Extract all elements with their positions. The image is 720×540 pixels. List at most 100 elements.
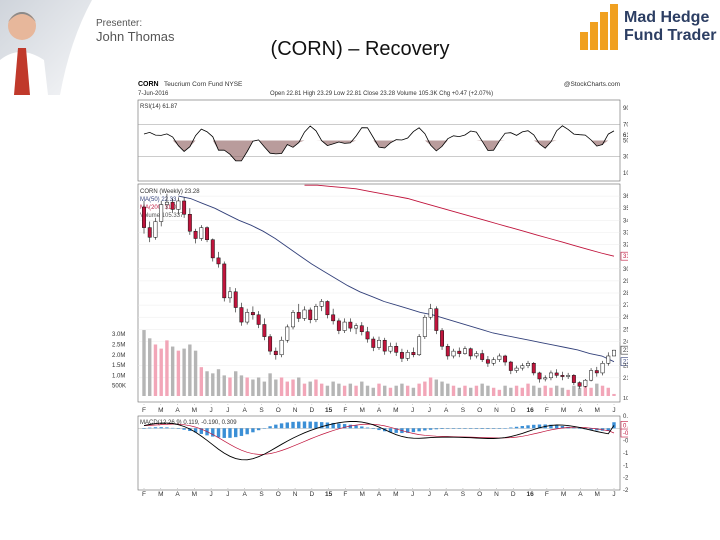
candle-body bbox=[354, 325, 359, 329]
volume-bar bbox=[577, 387, 582, 396]
presenter-name: John Thomas bbox=[96, 29, 175, 44]
macd-histogram-bar bbox=[170, 427, 175, 429]
x-axis-label: A bbox=[578, 491, 583, 498]
macd-tick-label: -0.190 bbox=[623, 431, 628, 437]
x-axis-label: M bbox=[192, 491, 197, 498]
macd-histogram-bar bbox=[549, 424, 553, 429]
candle-body bbox=[503, 355, 508, 363]
volume-tick-label: 3.0M bbox=[112, 332, 125, 338]
candle-body bbox=[560, 375, 565, 377]
candle-body bbox=[308, 309, 313, 320]
x-axis-label: F bbox=[343, 407, 347, 414]
volume-bar bbox=[446, 383, 450, 396]
candle-body bbox=[285, 326, 290, 341]
candle-body bbox=[233, 291, 238, 308]
volume-bar bbox=[480, 383, 484, 396]
macd-tick-label: 0.5 bbox=[623, 414, 628, 420]
volume-bar bbox=[297, 377, 301, 396]
x-axis-label: M bbox=[158, 407, 163, 414]
volume-tick-label: 2.0M bbox=[112, 353, 125, 359]
candle-body bbox=[159, 204, 164, 222]
candle-body bbox=[377, 339, 381, 348]
price-tick-label: 31.04 bbox=[623, 254, 628, 260]
macd-histogram-bar bbox=[440, 428, 444, 429]
volume-bar bbox=[560, 387, 565, 396]
ma50-line bbox=[178, 195, 615, 363]
macd-histogram-bar bbox=[234, 428, 238, 438]
brand-logo bbox=[578, 2, 718, 54]
rsi-tick-label: 90 bbox=[623, 106, 628, 112]
volume-bar bbox=[256, 377, 261, 396]
x-axis-label: A bbox=[175, 491, 180, 498]
macd-histogram-bar bbox=[211, 428, 215, 437]
volume-bar bbox=[170, 346, 175, 396]
candle-body bbox=[612, 349, 616, 357]
candle-body bbox=[193, 230, 198, 239]
volume-bar bbox=[182, 348, 186, 396]
macd-histogram-bar bbox=[199, 428, 204, 434]
x-axis-label: 15 bbox=[325, 407, 333, 414]
x-axis-label: 16 bbox=[526, 491, 534, 498]
volume-last-value: 105337 bbox=[623, 396, 628, 402]
macd-histogram-bar bbox=[537, 424, 542, 429]
macd-histogram-bar bbox=[446, 428, 450, 429]
candle-body bbox=[549, 372, 553, 379]
volume-bar bbox=[428, 377, 433, 396]
brand-name-line2: Fund Trader bbox=[624, 27, 717, 44]
macd-histogram-bar bbox=[497, 428, 502, 429]
macd-histogram-bar bbox=[377, 428, 381, 431]
macd-tick-label: -2.5 bbox=[623, 488, 628, 494]
macd-histogram-bar bbox=[532, 424, 536, 429]
candle-body bbox=[342, 321, 347, 331]
macd-histogram-bar bbox=[514, 426, 519, 429]
candle-body bbox=[583, 379, 588, 387]
volume-bar bbox=[319, 383, 324, 396]
macd-histogram-bar bbox=[560, 425, 565, 429]
candle-body bbox=[508, 361, 513, 371]
macd-histogram-bar bbox=[256, 428, 261, 431]
volume-bar bbox=[337, 383, 341, 396]
volume-bar bbox=[451, 385, 456, 396]
candle-body bbox=[302, 309, 307, 319]
volume-bar bbox=[199, 367, 204, 396]
x-axis-label: J bbox=[226, 407, 229, 414]
x-axis-label: J bbox=[411, 407, 414, 414]
candle-body bbox=[314, 306, 318, 320]
macd-histogram-bar bbox=[291, 421, 295, 429]
macd-histogram-bar bbox=[371, 428, 375, 429]
macd-histogram-bar bbox=[251, 428, 255, 433]
price-tick-label: 23.28 bbox=[623, 348, 628, 354]
candle-body bbox=[268, 336, 273, 352]
candle-body bbox=[205, 227, 209, 240]
candle-body bbox=[463, 348, 467, 354]
volume-bar bbox=[394, 385, 398, 396]
stock-chart: CORN Teucrium Corn Fund NYSE @StockChart… bbox=[110, 78, 648, 498]
volume-bar bbox=[554, 385, 559, 396]
volume-bar bbox=[526, 383, 530, 396]
macd-histogram-bar bbox=[394, 428, 398, 433]
macd-histogram-bar bbox=[159, 427, 163, 429]
volume-bar bbox=[503, 385, 507, 396]
volume-bar bbox=[222, 375, 226, 396]
candle-body bbox=[457, 350, 462, 354]
x-axis-label: N bbox=[293, 491, 298, 498]
volume-bar bbox=[325, 385, 330, 396]
volume-bar bbox=[279, 377, 284, 396]
volume-bar bbox=[405, 385, 410, 396]
macd-histogram-bar bbox=[348, 424, 353, 429]
volume-bar bbox=[514, 385, 519, 396]
chart-quote: Open 22.81 High 23.29 Low 22.81 Close 23… bbox=[270, 91, 493, 97]
candle-body bbox=[451, 350, 456, 357]
candle-body bbox=[256, 314, 261, 325]
stock-chart-svg: CORN Teucrium Corn Fund NYSE @StockChart… bbox=[110, 78, 648, 498]
rsi-tick-label: 10 bbox=[623, 171, 628, 177]
legend-ma50: MA(50) 22.33 bbox=[140, 197, 177, 203]
volume-bar bbox=[566, 389, 570, 396]
macd-histogram-bar bbox=[274, 424, 278, 429]
rsi-tick-label: 70 bbox=[623, 122, 628, 128]
candle-body bbox=[526, 362, 530, 366]
candle-body bbox=[566, 375, 571, 377]
candle-body bbox=[348, 321, 353, 329]
volume-bar bbox=[342, 385, 347, 396]
macd-histogram-bar bbox=[572, 427, 576, 429]
